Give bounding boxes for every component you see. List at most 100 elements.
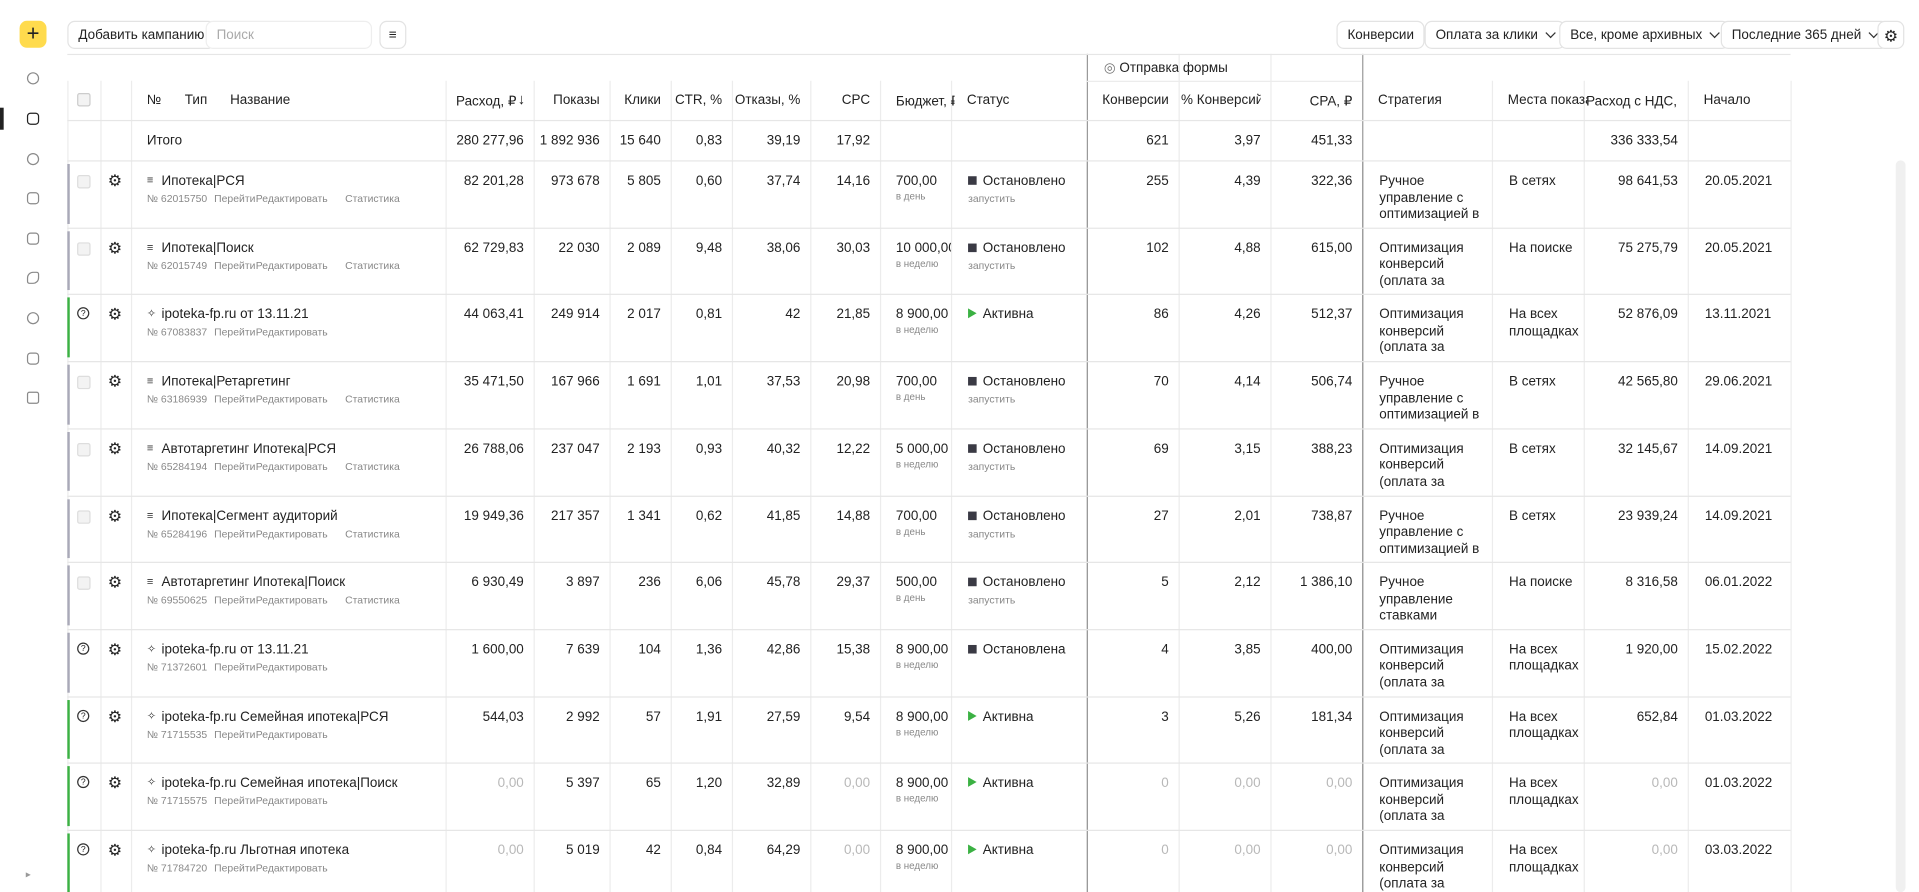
sidebar-icon[interactable] xyxy=(26,72,40,85)
campaign-link[interactable]: Редактировать xyxy=(255,459,328,473)
search-input[interactable]: Поиск xyxy=(205,20,373,49)
gear-icon[interactable]: ⚙ xyxy=(107,639,122,659)
sidebar-icon[interactable] xyxy=(26,391,40,404)
campaign-link[interactable]: Перейти xyxy=(214,794,256,807)
help-icon[interactable]: ? xyxy=(77,776,90,789)
campaign-name[interactable]: Ипотека|РСЯ xyxy=(161,173,245,189)
campaign-name[interactable]: ipoteka-fp.ru от 13.11.21 xyxy=(161,642,309,658)
column-header[interactable]: Клики xyxy=(624,93,661,108)
status-action[interactable]: запустить xyxy=(968,192,1016,205)
header-checkbox[interactable] xyxy=(77,93,91,107)
column-header[interactable]: Статус xyxy=(966,93,1010,108)
campaign-link[interactable]: Редактировать xyxy=(255,259,328,272)
row-checkbox[interactable] xyxy=(77,442,91,457)
campaign-link[interactable]: Статистика xyxy=(345,593,400,607)
help-icon[interactable]: ? xyxy=(77,642,90,655)
campaign-link[interactable]: Перейти xyxy=(214,392,256,406)
gear-icon[interactable]: ⚙ xyxy=(107,171,122,190)
campaign-link[interactable]: Перейти xyxy=(214,593,256,607)
status-action[interactable]: запустить xyxy=(968,593,1016,607)
gear-icon[interactable]: ⚙ xyxy=(107,773,122,793)
add-campaign-button[interactable]: Добавить кампанию xyxy=(67,20,216,49)
gear-icon[interactable]: ⚙ xyxy=(107,572,122,592)
campaign-name[interactable]: Ипотека|Ретаргетинг xyxy=(161,374,291,390)
campaign-name[interactable]: Автотаргетинг Ипотека|РСЯ xyxy=(161,441,337,457)
campaign-name[interactable]: Автотаргетинг Ипотека|Поиск xyxy=(161,575,346,591)
help-icon[interactable]: ? xyxy=(77,709,90,722)
column-header[interactable]: Бюджет, ₽ xyxy=(895,94,955,109)
filter-button[interactable]: Конверсии xyxy=(1336,20,1426,49)
column-header[interactable]: Места показа xyxy=(1507,93,1588,108)
campaign-link[interactable]: Перейти xyxy=(214,660,256,673)
campaign-link[interactable]: Статистика xyxy=(345,192,400,205)
row-checkbox[interactable] xyxy=(77,375,91,390)
gear-icon[interactable]: ⚙ xyxy=(107,706,122,726)
campaign-link[interactable]: Перейти xyxy=(214,861,256,874)
campaign-link[interactable]: Перейти xyxy=(214,326,256,339)
gear-icon[interactable]: ⚙ xyxy=(107,372,122,391)
campaign-name[interactable]: ipoteka-fp.ru Семейная ипотека|Поиск xyxy=(161,776,398,791)
sidebar-icon[interactable] xyxy=(26,192,40,205)
status-action[interactable]: запустить xyxy=(968,259,1016,272)
campaign-name[interactable]: ipoteka-fp.ru Льготная ипотека xyxy=(161,843,350,858)
row-checkbox[interactable] xyxy=(77,576,91,591)
row-checkbox[interactable] xyxy=(77,509,91,524)
sidebar-icon[interactable] xyxy=(26,152,40,166)
sidebar-icon[interactable] xyxy=(26,271,40,284)
row-checkbox[interactable] xyxy=(77,175,91,189)
gear-icon[interactable]: ⚙ xyxy=(107,506,122,525)
campaign-link[interactable]: Перейти xyxy=(214,727,256,740)
settings-button[interactable]: ⚙ xyxy=(1877,20,1905,49)
filter-settings-button[interactable]: ≡ xyxy=(379,20,407,49)
column-header[interactable]: CPA, ₽ xyxy=(1309,94,1353,109)
campaign-name[interactable]: ipoteka-fp.ru от 13.11.21 xyxy=(161,307,309,323)
campaign-link[interactable]: Редактировать xyxy=(255,727,328,740)
campaign-link[interactable]: Статистика xyxy=(345,392,400,406)
campaign-name[interactable]: ipoteka-fp.ru Семейная ипотека|РСЯ xyxy=(161,709,389,725)
help-icon[interactable]: ? xyxy=(77,307,90,320)
status-action[interactable]: запустить xyxy=(968,526,1016,540)
campaign-link[interactable]: Перейти xyxy=(214,526,256,540)
row-checkbox[interactable] xyxy=(77,241,91,256)
column-header[interactable]: % Конверсий xyxy=(1181,93,1261,108)
column-header[interactable]: CPC xyxy=(841,93,871,108)
sidebar-expand[interactable]: ▸ xyxy=(25,868,31,880)
column-header[interactable]: CTR, % xyxy=(674,93,723,108)
campaign-link[interactable]: Перейти xyxy=(214,192,256,205)
campaign-link[interactable]: Редактировать xyxy=(255,392,328,406)
status-action[interactable]: запустить xyxy=(968,392,1016,406)
campaign-name[interactable]: Ипотека|Сегмент аудиторий xyxy=(161,508,338,524)
campaign-link[interactable]: Статистика xyxy=(345,259,400,272)
column-header[interactable]: Отказы, % xyxy=(734,93,801,108)
gear-icon[interactable]: ⚙ xyxy=(107,840,122,860)
status-action[interactable]: запустить xyxy=(968,459,1016,473)
campaign-link[interactable]: Редактировать xyxy=(255,192,328,205)
gear-icon[interactable]: ⚙ xyxy=(107,238,122,257)
campaign-link[interactable]: Редактировать xyxy=(255,794,328,807)
campaign-link[interactable]: Редактировать xyxy=(255,526,328,540)
campaign-link[interactable]: Редактировать xyxy=(255,593,328,607)
campaign-link[interactable]: Статистика xyxy=(345,526,400,540)
column-header[interactable]: Показы xyxy=(553,93,600,108)
gear-icon[interactable]: ⚙ xyxy=(107,439,122,458)
help-icon[interactable]: ? xyxy=(77,843,90,856)
sidebar-icon[interactable] xyxy=(26,352,40,365)
column-header[interactable]: Конверсии xyxy=(1102,93,1169,108)
column-header[interactable]: Стратегия xyxy=(1378,93,1442,108)
filter-button[interactable]: Последние 365 дней xyxy=(1720,20,1889,49)
column-header[interactable]: Расход с НДС, ₽ xyxy=(1586,94,1678,109)
filter-button[interactable]: Оплата за клики xyxy=(1424,20,1565,49)
column-header[interactable]: Расход, ₽ xyxy=(456,94,517,109)
gear-icon[interactable]: ⚙ xyxy=(107,305,122,324)
campaign-link[interactable]: Редактировать xyxy=(255,660,328,673)
sidebar-icon[interactable] xyxy=(26,232,40,245)
sidebar-icon[interactable] xyxy=(26,312,40,325)
campaign-link[interactable]: Редактировать xyxy=(255,861,328,874)
add-button[interactable]: + xyxy=(19,20,47,48)
column-header[interactable]: Начало xyxy=(1703,93,1751,108)
campaign-name[interactable]: Ипотека|Поиск xyxy=(161,240,254,256)
campaign-link[interactable]: Перейти xyxy=(214,459,256,473)
campaign-link[interactable]: Перейти xyxy=(214,259,256,272)
filter-button[interactable]: Все, кроме архивных xyxy=(1559,20,1730,49)
sidebar-icon[interactable] xyxy=(26,112,40,125)
